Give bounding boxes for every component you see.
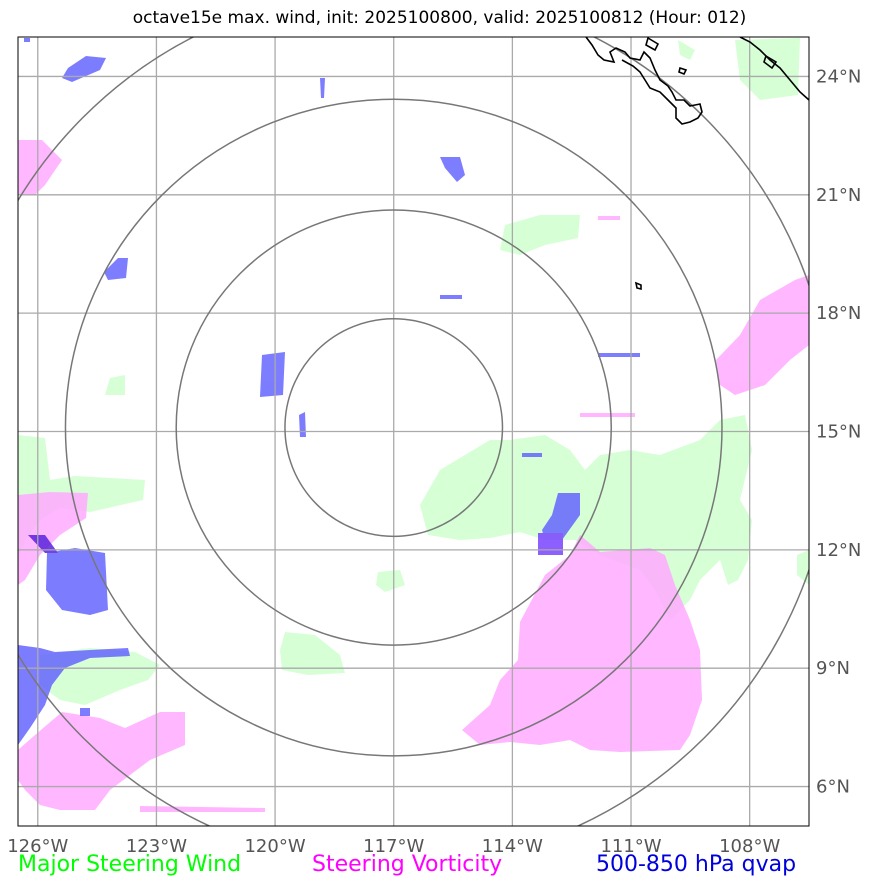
map-frame: [17, 36, 810, 827]
qvap-region: [260, 352, 285, 397]
coastline-baja: [585, 37, 703, 125]
range-ring: [175, 209, 612, 646]
qvap-region: [320, 78, 325, 98]
vorticity-region: [18, 492, 88, 585]
qvap-region: [62, 56, 106, 82]
wind-region: [376, 570, 405, 592]
coastline-island: [634, 281, 642, 291]
latitude-tick-label: 9°N: [816, 658, 850, 679]
latitude-tick-label: 24°N: [816, 66, 861, 87]
range-ring: [284, 318, 504, 538]
longitude-tick-label: 114°W: [482, 836, 543, 857]
steering-wind-layer: [18, 38, 809, 705]
qvap-region: [24, 38, 30, 42]
latitude-tick-label: 21°N: [816, 185, 861, 206]
qvap-region: [299, 412, 306, 437]
qvap-region: [440, 295, 462, 299]
coastline-island: [678, 66, 688, 76]
longitude-tick-label: 126°W: [7, 836, 68, 857]
vorticity-region: [18, 712, 185, 810]
range-rings: [18, 37, 809, 826]
qvap-region: [598, 353, 640, 357]
vorticity-region: [716, 275, 809, 395]
wind-region: [678, 40, 695, 60]
longitude-tick-label: 120°W: [244, 836, 305, 857]
wind-region: [280, 632, 345, 675]
wind-region: [105, 375, 125, 395]
latitude-tick-label: 6°N: [816, 777, 850, 798]
longitude-tick-label: 123°W: [126, 836, 187, 857]
qvap-region: [18, 645, 130, 745]
vorticity-region: [598, 216, 620, 220]
legend-qvap: 500-850 hPa qvap: [596, 852, 797, 877]
longitude-tick-label: 111°W: [600, 836, 661, 857]
qvap-region: [104, 258, 128, 280]
qvap-region: [522, 453, 542, 457]
vorticity-region: [580, 413, 635, 417]
qvap-region: [542, 493, 580, 540]
coastline-island: [763, 54, 778, 70]
map-panel: [18, 37, 809, 826]
wind-region: [797, 550, 809, 585]
legend-steering-wind: Major Steering Wind: [18, 852, 242, 877]
qvap-region: [538, 533, 563, 555]
qvap-region: [46, 548, 108, 615]
steering-vorticity-layer: [18, 140, 809, 812]
latitude-tick-label: 18°N: [816, 303, 861, 324]
wind-region: [500, 215, 580, 255]
range-ring: [64, 98, 723, 757]
legend-steering-vorticity: Steering Vorticity: [312, 852, 503, 877]
coastline: [585, 37, 809, 291]
vorticity-region: [462, 535, 702, 752]
latitude-tick-label: 15°N: [816, 422, 861, 443]
latitude-tick-label: 12°N: [816, 540, 861, 561]
graticule: [18, 37, 809, 826]
wind-region: [735, 38, 800, 100]
longitude-tick-label: 108°W: [719, 836, 780, 857]
qvap-region: [440, 157, 465, 182]
qvap-layer: [18, 38, 640, 745]
longitude-tick-labels: 126°W 123°W 120°W 117°W 114°W 111°W 108°W: [7, 836, 780, 857]
longitude-tick-label: 117°W: [363, 836, 424, 857]
chart-title: octave15e max. wind, init: 2025100800, v…: [132, 8, 747, 28]
qvap-region: [80, 708, 90, 716]
latitude-tick-labels: 24°N 21°N 18°N 15°N 12°N 9°N 6°N: [816, 66, 861, 797]
vorticity-region: [140, 806, 265, 812]
coastline-island: [645, 37, 660, 52]
qvap-region: [28, 535, 58, 553]
